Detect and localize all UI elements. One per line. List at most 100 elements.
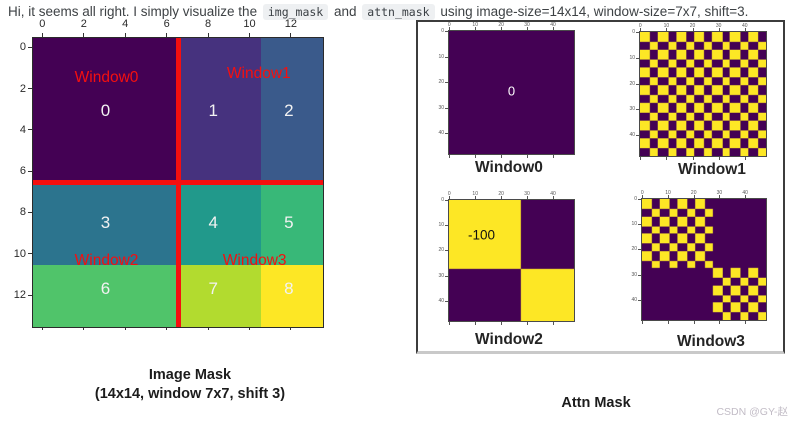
attn-x-tick-mark-bottom xyxy=(640,157,642,160)
attn-y-tick-label: 40 xyxy=(631,296,637,303)
mask-value-label: 4 xyxy=(208,212,218,232)
attn-x-tick-mark-bottom xyxy=(475,322,477,325)
x-tick-mark-bottom xyxy=(249,326,250,330)
attn-y-tick-mark xyxy=(636,83,639,85)
attn-y-tick-label: 10 xyxy=(438,53,444,60)
attn-mask-canvas-window0 xyxy=(449,31,574,154)
attn-x-tick-mark-bottom xyxy=(642,321,644,324)
image-mask-caption-params: (14x14, window 7x7, shift 3) xyxy=(94,386,286,402)
attn-mask-canvas-window1 xyxy=(640,32,766,156)
attn-x-tick-mark xyxy=(693,195,695,198)
watermark: CSDN @GY-赵 xyxy=(716,406,788,418)
x-tick-label: 4 xyxy=(122,18,129,30)
attn-y-tick-mark xyxy=(638,199,641,201)
attn-y-tick-label: 40 xyxy=(438,130,444,137)
window-label: Window0 xyxy=(74,69,139,87)
window-label: Window2 xyxy=(74,251,139,269)
attn-x-tick-mark-bottom xyxy=(449,155,451,158)
attn-x-tick-label: 20 xyxy=(498,191,504,197)
attn-x-tick-mark-bottom xyxy=(745,321,747,324)
attn-y-tick-mark xyxy=(445,275,448,277)
attn-y-tick-label: 40 xyxy=(629,132,635,139)
y-tick-label: 10 xyxy=(13,247,26,260)
attn-mask-canvas-window2 xyxy=(449,200,574,321)
attn-mask-canvas-window3 xyxy=(642,199,766,320)
attn-x-tick-mark xyxy=(640,28,642,31)
x-tick-mark xyxy=(166,33,168,37)
attn-y-tick-label: 20 xyxy=(631,246,637,253)
attn-plot-window2: -100 xyxy=(448,199,575,322)
attn-annotation: 0 xyxy=(507,83,516,99)
window-label: Window1 xyxy=(226,65,291,83)
attn-y-tick-label: 30 xyxy=(629,106,635,113)
mask-region-1 xyxy=(178,38,261,183)
attn-y-tick-mark xyxy=(445,200,448,202)
attn-x-tick-label: 30 xyxy=(716,190,723,196)
attn-x-tick-label: 10 xyxy=(663,23,670,29)
y-tick-label: 0 xyxy=(19,41,26,54)
attn-subplot-title: Window2 xyxy=(475,331,543,348)
image-mask-plot: Window0 Window1 Window2 Window3 0 1 2 3 4 5 6 7 8 xyxy=(32,37,324,328)
attn-x-tick-mark-bottom xyxy=(718,157,720,160)
attn-x-tick-label: 40 xyxy=(742,23,748,29)
mask-value-label: 0 xyxy=(100,101,111,121)
y-tick-mark xyxy=(28,253,32,255)
x-tick-label: 2 xyxy=(80,18,87,30)
inline-code: attn_mask xyxy=(362,4,435,20)
inline-code: img_mask xyxy=(262,4,329,20)
attn-x-tick-mark xyxy=(501,27,503,30)
attn-y-tick-label: 0 xyxy=(441,197,444,204)
attn-y-tick-mark xyxy=(636,109,639,111)
mask-value-label: 7 xyxy=(208,278,218,298)
attn-annotation: -100 xyxy=(467,227,496,243)
x-tick-label: 0 xyxy=(39,18,46,30)
comment-text: Hi, it seems all right. I simply visuali… xyxy=(8,3,748,21)
comment-text-fragment: using image-size=14x14, window-size=7x7,… xyxy=(436,4,749,19)
mask-region-7 xyxy=(178,265,261,327)
attn-x-tick-label: 0 xyxy=(447,191,451,197)
attn-y-tick-label: 20 xyxy=(438,79,444,86)
attn-x-tick-label: 40 xyxy=(742,190,748,196)
mask-region-6 xyxy=(33,265,178,327)
attn-x-tick-label: 30 xyxy=(524,22,530,28)
x-tick-mark xyxy=(290,33,292,37)
attn-y-tick-mark xyxy=(638,249,641,251)
attn-y-tick-mark xyxy=(445,250,448,252)
attn-y-tick-mark xyxy=(445,225,448,227)
x-tick-mark-bottom xyxy=(290,326,292,330)
attn-x-tick-mark-bottom xyxy=(552,322,554,325)
image-mask-caption-title: Image Mask xyxy=(148,367,232,383)
attn-x-tick-mark xyxy=(475,27,477,30)
attn-y-tick-mark xyxy=(445,107,448,109)
attn-y-tick-mark xyxy=(445,300,448,302)
attn-y-tick-label: 30 xyxy=(438,272,444,279)
mask-region-2 xyxy=(261,38,323,183)
attn-x-tick-mark xyxy=(642,195,644,198)
attn-x-tick-mark-bottom xyxy=(552,155,554,158)
y-tick-mark xyxy=(28,46,32,48)
attn-y-tick-mark xyxy=(445,82,448,84)
x-tick-mark xyxy=(83,33,85,37)
attn-x-tick-label: 40 xyxy=(550,191,556,197)
window-divider-horizontal xyxy=(33,180,323,185)
attn-y-tick-mark xyxy=(445,31,448,33)
comment-text-fragment: and xyxy=(330,4,361,19)
attn-plot-window3 xyxy=(641,198,767,321)
attn-x-tick-label: 0 xyxy=(638,23,642,29)
attn-plot-window1 xyxy=(639,31,767,157)
attn-x-tick-label: 20 xyxy=(689,23,696,29)
attn-subplot-title: Window3 xyxy=(677,333,745,350)
x-tick-mark-bottom xyxy=(166,326,168,330)
mask-value-label: 6 xyxy=(100,278,111,298)
attn-x-tick-mark-bottom xyxy=(527,155,529,158)
window-label: Window3 xyxy=(222,251,287,269)
attn-x-tick-mark xyxy=(668,195,669,198)
attn-x-tick-mark xyxy=(527,196,529,199)
attn-x-tick-mark-bottom xyxy=(693,321,695,324)
attn-x-tick-mark-bottom xyxy=(666,157,668,160)
x-tick-mark xyxy=(124,33,126,37)
x-tick-mark-bottom xyxy=(83,326,85,330)
attn-x-tick-mark xyxy=(501,196,503,199)
attn-x-tick-mark-bottom xyxy=(475,155,477,158)
attn-mask-caption: Attn Mask xyxy=(561,395,631,411)
